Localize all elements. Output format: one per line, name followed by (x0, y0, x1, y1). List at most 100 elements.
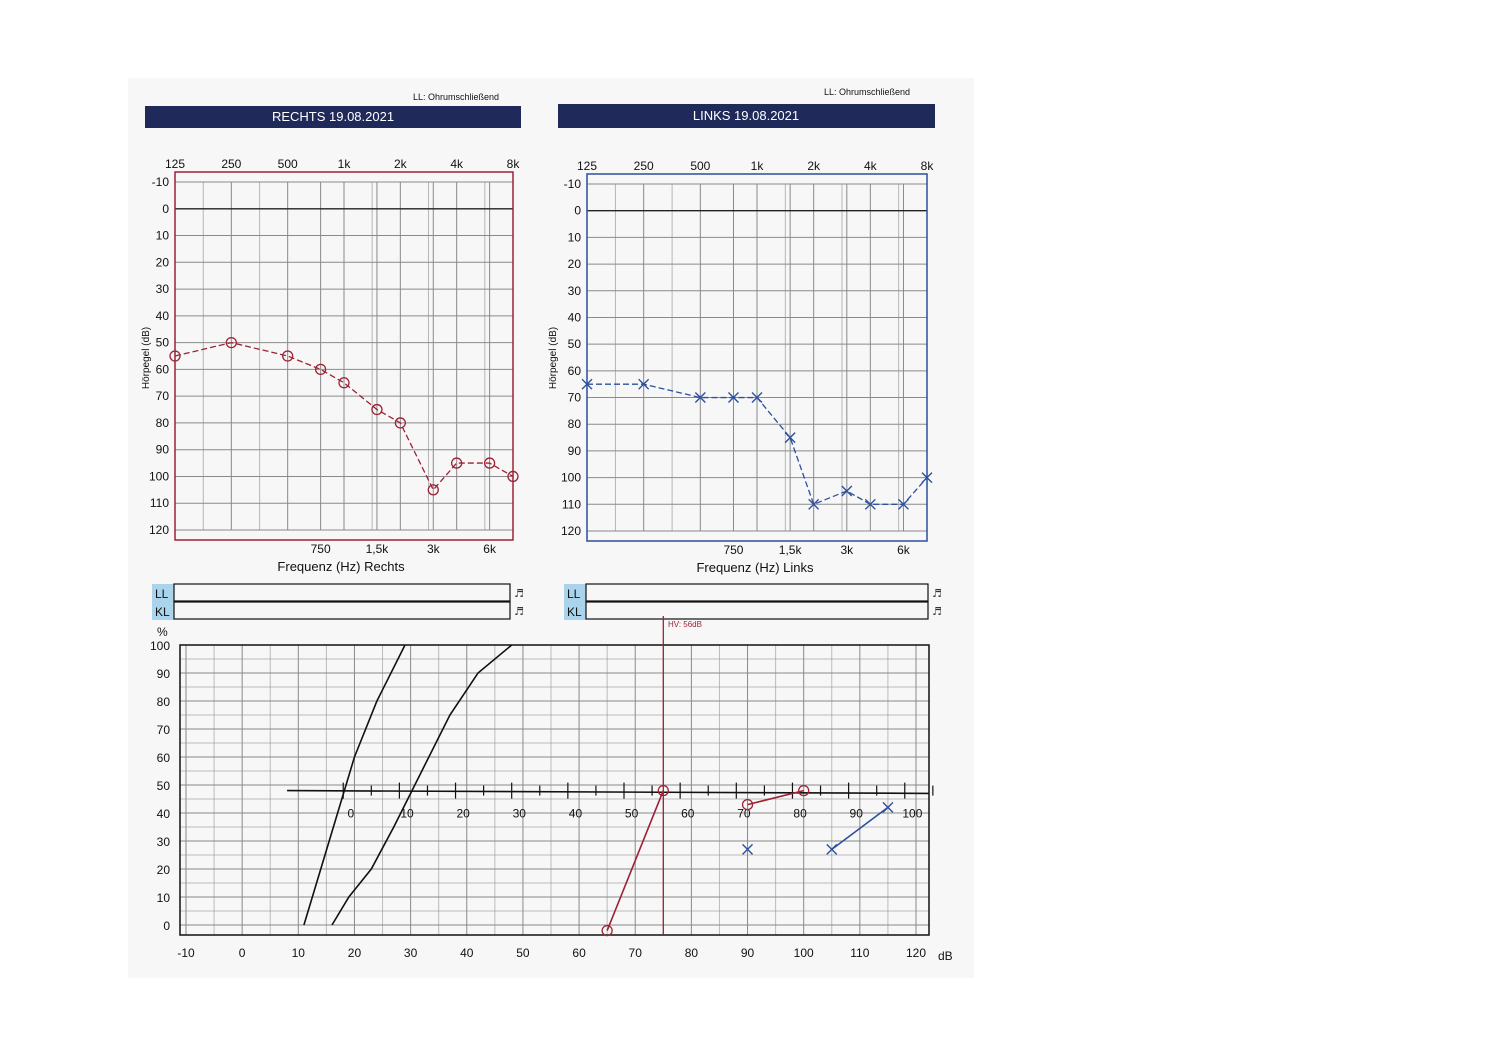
audiogram-left: 125 250 500 1k 2k 4k 8k 750 1,5k 3k 6k -10 0 10 20 30 40… (561, 159, 934, 557)
freq-tick-8k: 8k (921, 159, 935, 173)
headphone-icon: ♬ (514, 605, 524, 618)
freq-tick-250: 250 (221, 157, 241, 171)
db-tick-60: 60 (156, 362, 170, 376)
speech-y-tick-50: 50 (157, 779, 171, 793)
db-tick-0: 0 (574, 204, 581, 218)
speech-x-tick-30: 30 (404, 946, 418, 960)
header-title-left: LINKS 19.08.2021 (693, 108, 799, 123)
freq-tick-8k: 8k (507, 157, 521, 171)
headphone-icon: ♬ (932, 605, 942, 618)
speech-x-tick-20: 20 (348, 946, 362, 960)
speech-xunit: dB (938, 949, 953, 963)
freq-tick-500: 500 (278, 157, 298, 171)
inner-axis (287, 789, 930, 795)
speech-ylabel: % (157, 625, 168, 639)
freq-tick-1k: 1k (751, 159, 765, 173)
threshold-marker (225, 336, 237, 349)
inner-tick-0: 0 (348, 807, 355, 821)
freq-tick-6k: 6k (483, 542, 497, 556)
db-tick-10: 10 (156, 229, 170, 243)
ll-label-bg-left (564, 584, 586, 602)
threshold-marker (581, 378, 593, 390)
freq-tick-1,5k: 1,5k (779, 543, 803, 557)
threshold-marker (483, 457, 496, 469)
speech-marker (657, 784, 669, 797)
speech-y-tick-100: 100 (150, 639, 170, 653)
db-tick-20: 20 (156, 255, 170, 269)
speech-x-tick-110: 110 (850, 946, 869, 960)
speech-y-tick-10: 10 (157, 891, 171, 905)
threshold-marker (864, 498, 876, 510)
kl-bar-left (585, 601, 929, 620)
threshold-marker (921, 472, 933, 484)
threshold-marker (638, 378, 650, 390)
hv-label: HV: 56dB (668, 620, 702, 629)
inner-tick-10: 10 (400, 807, 414, 821)
freq-tick-500: 500 (690, 159, 710, 173)
threshold-marker (841, 485, 853, 497)
db-tick-50: 50 (156, 336, 170, 350)
db-tick-100: 100 (561, 471, 581, 485)
speech-frame (179, 644, 930, 936)
speech-x-tick-120: 120 (906, 946, 926, 960)
speech-y-tick-80: 80 (157, 695, 171, 709)
speech-x-tick-70: 70 (629, 946, 643, 960)
speech-x-tick-40: 40 (460, 946, 474, 960)
speech-y-tick-60: 60 (157, 751, 171, 765)
threshold-line-right (174, 341, 514, 492)
speech-marker (601, 924, 613, 937)
speech-x-tick-100: 100 (794, 946, 814, 960)
speech-series-3 (747, 789, 804, 806)
speech-marker (826, 843, 838, 855)
threshold-marker (694, 392, 706, 404)
db-tick-40: 40 (568, 310, 582, 324)
threshold-marker (751, 392, 763, 404)
db-tick-120: 120 (149, 523, 169, 537)
inner-tick-90: 90 (850, 807, 864, 821)
speech-series-2 (606, 790, 665, 931)
speech-y-tick-0: 0 (163, 919, 170, 933)
db-tick-10: 10 (568, 230, 582, 244)
inner-tick-100: 100 (902, 807, 922, 821)
db-tick-100: 100 (149, 469, 169, 483)
db-tick-120: 120 (561, 524, 581, 538)
db-tick-60: 60 (568, 364, 582, 378)
speech-marker (742, 843, 754, 855)
threshold-marker (169, 350, 181, 362)
db-tick-90: 90 (568, 444, 582, 458)
ll-label-bg-right (152, 584, 174, 602)
ll-label-right: LL (155, 587, 169, 601)
speech-marker (882, 801, 894, 813)
threshold-marker (314, 363, 327, 376)
threshold-marker (427, 484, 439, 496)
threshold-marker (727, 392, 739, 404)
speech-x-tick-60: 60 (572, 946, 586, 960)
freq-tick-1k: 1k (338, 157, 352, 171)
freq-tick-125: 125 (577, 159, 597, 173)
speech-x-tick-90: 90 (741, 946, 755, 960)
speech-marker (741, 798, 754, 811)
speech-y-tick-20: 20 (157, 863, 171, 877)
freq-tick-4k: 4k (864, 159, 878, 173)
speech-series-1 (331, 644, 513, 926)
db-tick-30: 30 (156, 282, 170, 296)
inner-tick-50: 50 (625, 807, 639, 821)
header-bar-right (145, 106, 521, 128)
ll-kl-bars-left: LL KL ♬ ♬ (564, 583, 942, 620)
ll-kl-bars-right: LL KL ♬ ♬ (152, 583, 524, 620)
db-tick-50: 50 (568, 337, 582, 351)
ll-bar-left (585, 583, 929, 602)
freq-tick-750: 750 (723, 543, 743, 557)
threshold-marker (371, 403, 383, 416)
db-tick-80: 80 (156, 416, 170, 430)
plot-frame (586, 173, 928, 542)
db-tick-70: 70 (156, 389, 170, 403)
audiogram-right: 125 250 500 1k 2k 4k 8k 750 1,5k 3k 6k -10 0 10 20 30 40… (149, 157, 520, 556)
speech-x-tick--10: -10 (177, 946, 195, 960)
speech-y-tick-70: 70 (157, 723, 171, 737)
speech-x-tick-0: 0 (239, 946, 246, 960)
freq-tick-2k: 2k (807, 159, 821, 173)
inner-tick-30: 30 (513, 807, 527, 821)
freq-tick-2k: 2k (394, 157, 408, 171)
db-tick--10: -10 (152, 175, 170, 189)
